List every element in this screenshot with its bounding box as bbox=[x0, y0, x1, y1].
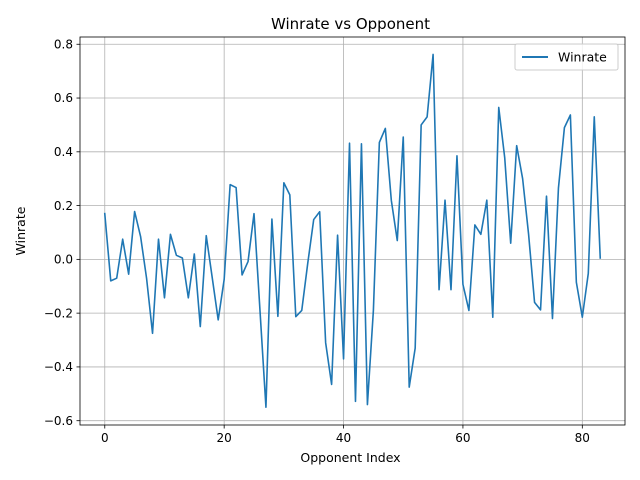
series-layer bbox=[103, 53, 602, 409]
y-tick-label: 0.2 bbox=[54, 199, 73, 213]
y-tick-label: 0.0 bbox=[54, 253, 73, 267]
axis-ticks: 0 20 40 60 80 −0.6 −0.4 −0.2 0.0 0.2 0.4 0.6 0.8 bbox=[44, 37, 590, 445]
y-tick-label: 0.8 bbox=[54, 37, 73, 51]
legend: Winrate bbox=[514, 43, 619, 71]
plot-frame bbox=[79, 36, 626, 426]
x-tick-label: 40 bbox=[336, 431, 351, 445]
plot-area bbox=[80, 37, 625, 425]
y-tick-label: 0.6 bbox=[54, 91, 73, 105]
legend-label-winrate: Winrate bbox=[558, 50, 607, 65]
x-axis-label: Opponent Index bbox=[300, 450, 400, 465]
x-tick-label: 20 bbox=[217, 431, 232, 445]
legend-box bbox=[514, 43, 619, 71]
x-tick-label: 80 bbox=[575, 431, 590, 445]
series-line-winrate bbox=[103, 53, 602, 409]
x-tick-label: 0 bbox=[101, 431, 109, 445]
y-tick-label: −0.4 bbox=[44, 360, 73, 374]
y-tick-label: 0.4 bbox=[54, 145, 73, 159]
grid-lines bbox=[80, 37, 625, 425]
y-tick-label: −0.2 bbox=[44, 306, 73, 320]
y-tick-label: −0.6 bbox=[44, 414, 73, 428]
chart-title: Winrate vs Opponent bbox=[271, 15, 430, 33]
x-tick-label: 60 bbox=[455, 431, 470, 445]
y-axis-label: Winrate bbox=[13, 206, 28, 255]
